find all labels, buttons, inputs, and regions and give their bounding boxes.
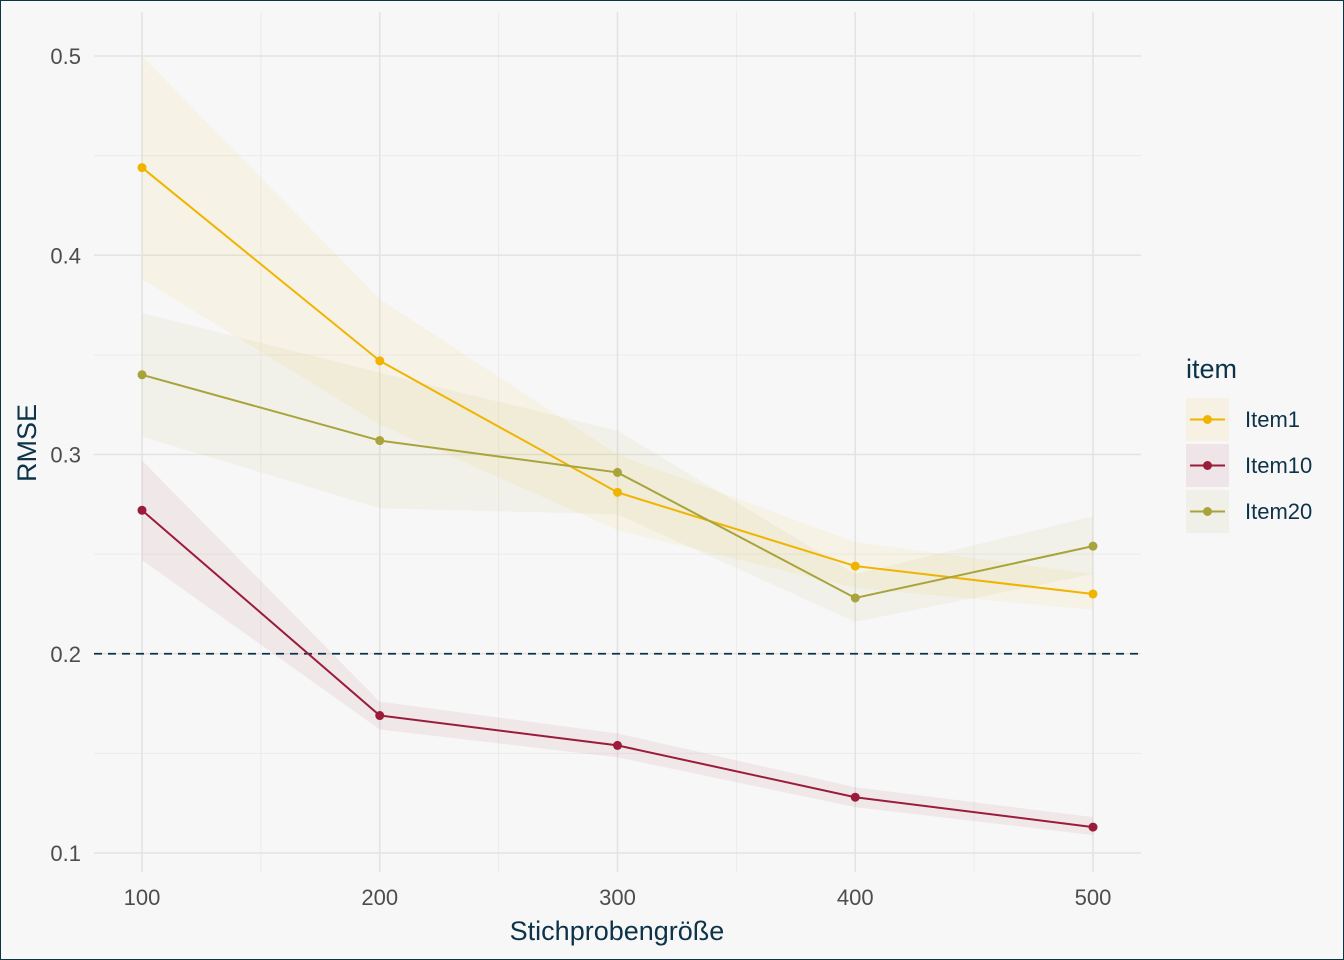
point-item20-200 [375, 436, 385, 446]
y-axis-title: RMSE [12, 404, 42, 482]
x-tick-labels: 100 200 300 400 500 [124, 885, 1112, 910]
point-item20-500 [1088, 541, 1098, 551]
y-tick-label: 0.5 [50, 44, 81, 69]
legend-title: item [1186, 354, 1237, 384]
legend-key-point [1203, 507, 1212, 516]
y-tick-label: 0.3 [50, 443, 81, 468]
y-tick-labels: 0.1 0.2 0.3 0.4 0.5 [50, 44, 81, 866]
series-points [137, 163, 1098, 832]
point-item1-400 [850, 561, 860, 571]
point-item1-100 [137, 163, 147, 173]
point-item1-300 [613, 487, 622, 497]
point-item20-400 [850, 593, 860, 603]
x-tick-label: 400 [837, 885, 874, 910]
x-tick-label: 100 [124, 885, 161, 910]
legend-label-item20: Item20 [1245, 499, 1312, 524]
y-tick-label: 0.4 [50, 243, 81, 268]
point-item20-100 [137, 370, 147, 380]
point-item10-500 [1088, 822, 1098, 832]
point-item1-500 [1088, 589, 1098, 599]
band-item20 [142, 313, 1093, 622]
point-item10-400 [850, 792, 860, 802]
y-tick-label: 0.2 [50, 642, 81, 667]
point-item10-100 [137, 505, 147, 515]
point-item1-200 [375, 356, 385, 366]
point-item10-300 [613, 740, 622, 750]
confidence-bands [142, 56, 1093, 836]
x-tick-label: 200 [361, 885, 398, 910]
legend-label-item1: Item1 [1245, 407, 1300, 432]
x-tick-label: 500 [1075, 885, 1112, 910]
point-item20-300 [613, 467, 622, 477]
band-item1 [142, 56, 1093, 610]
x-axis-title: Stichprobengröße [510, 916, 725, 946]
legend-key-point [1203, 415, 1212, 424]
point-item10-200 [375, 711, 385, 721]
legend-key-point [1203, 461, 1212, 470]
x-tick-label: 300 [599, 885, 636, 910]
legend-label-item10: Item10 [1245, 453, 1312, 478]
legend: item Item1 Item10 Item20 [1186, 354, 1312, 533]
y-tick-label: 0.1 [50, 841, 81, 866]
